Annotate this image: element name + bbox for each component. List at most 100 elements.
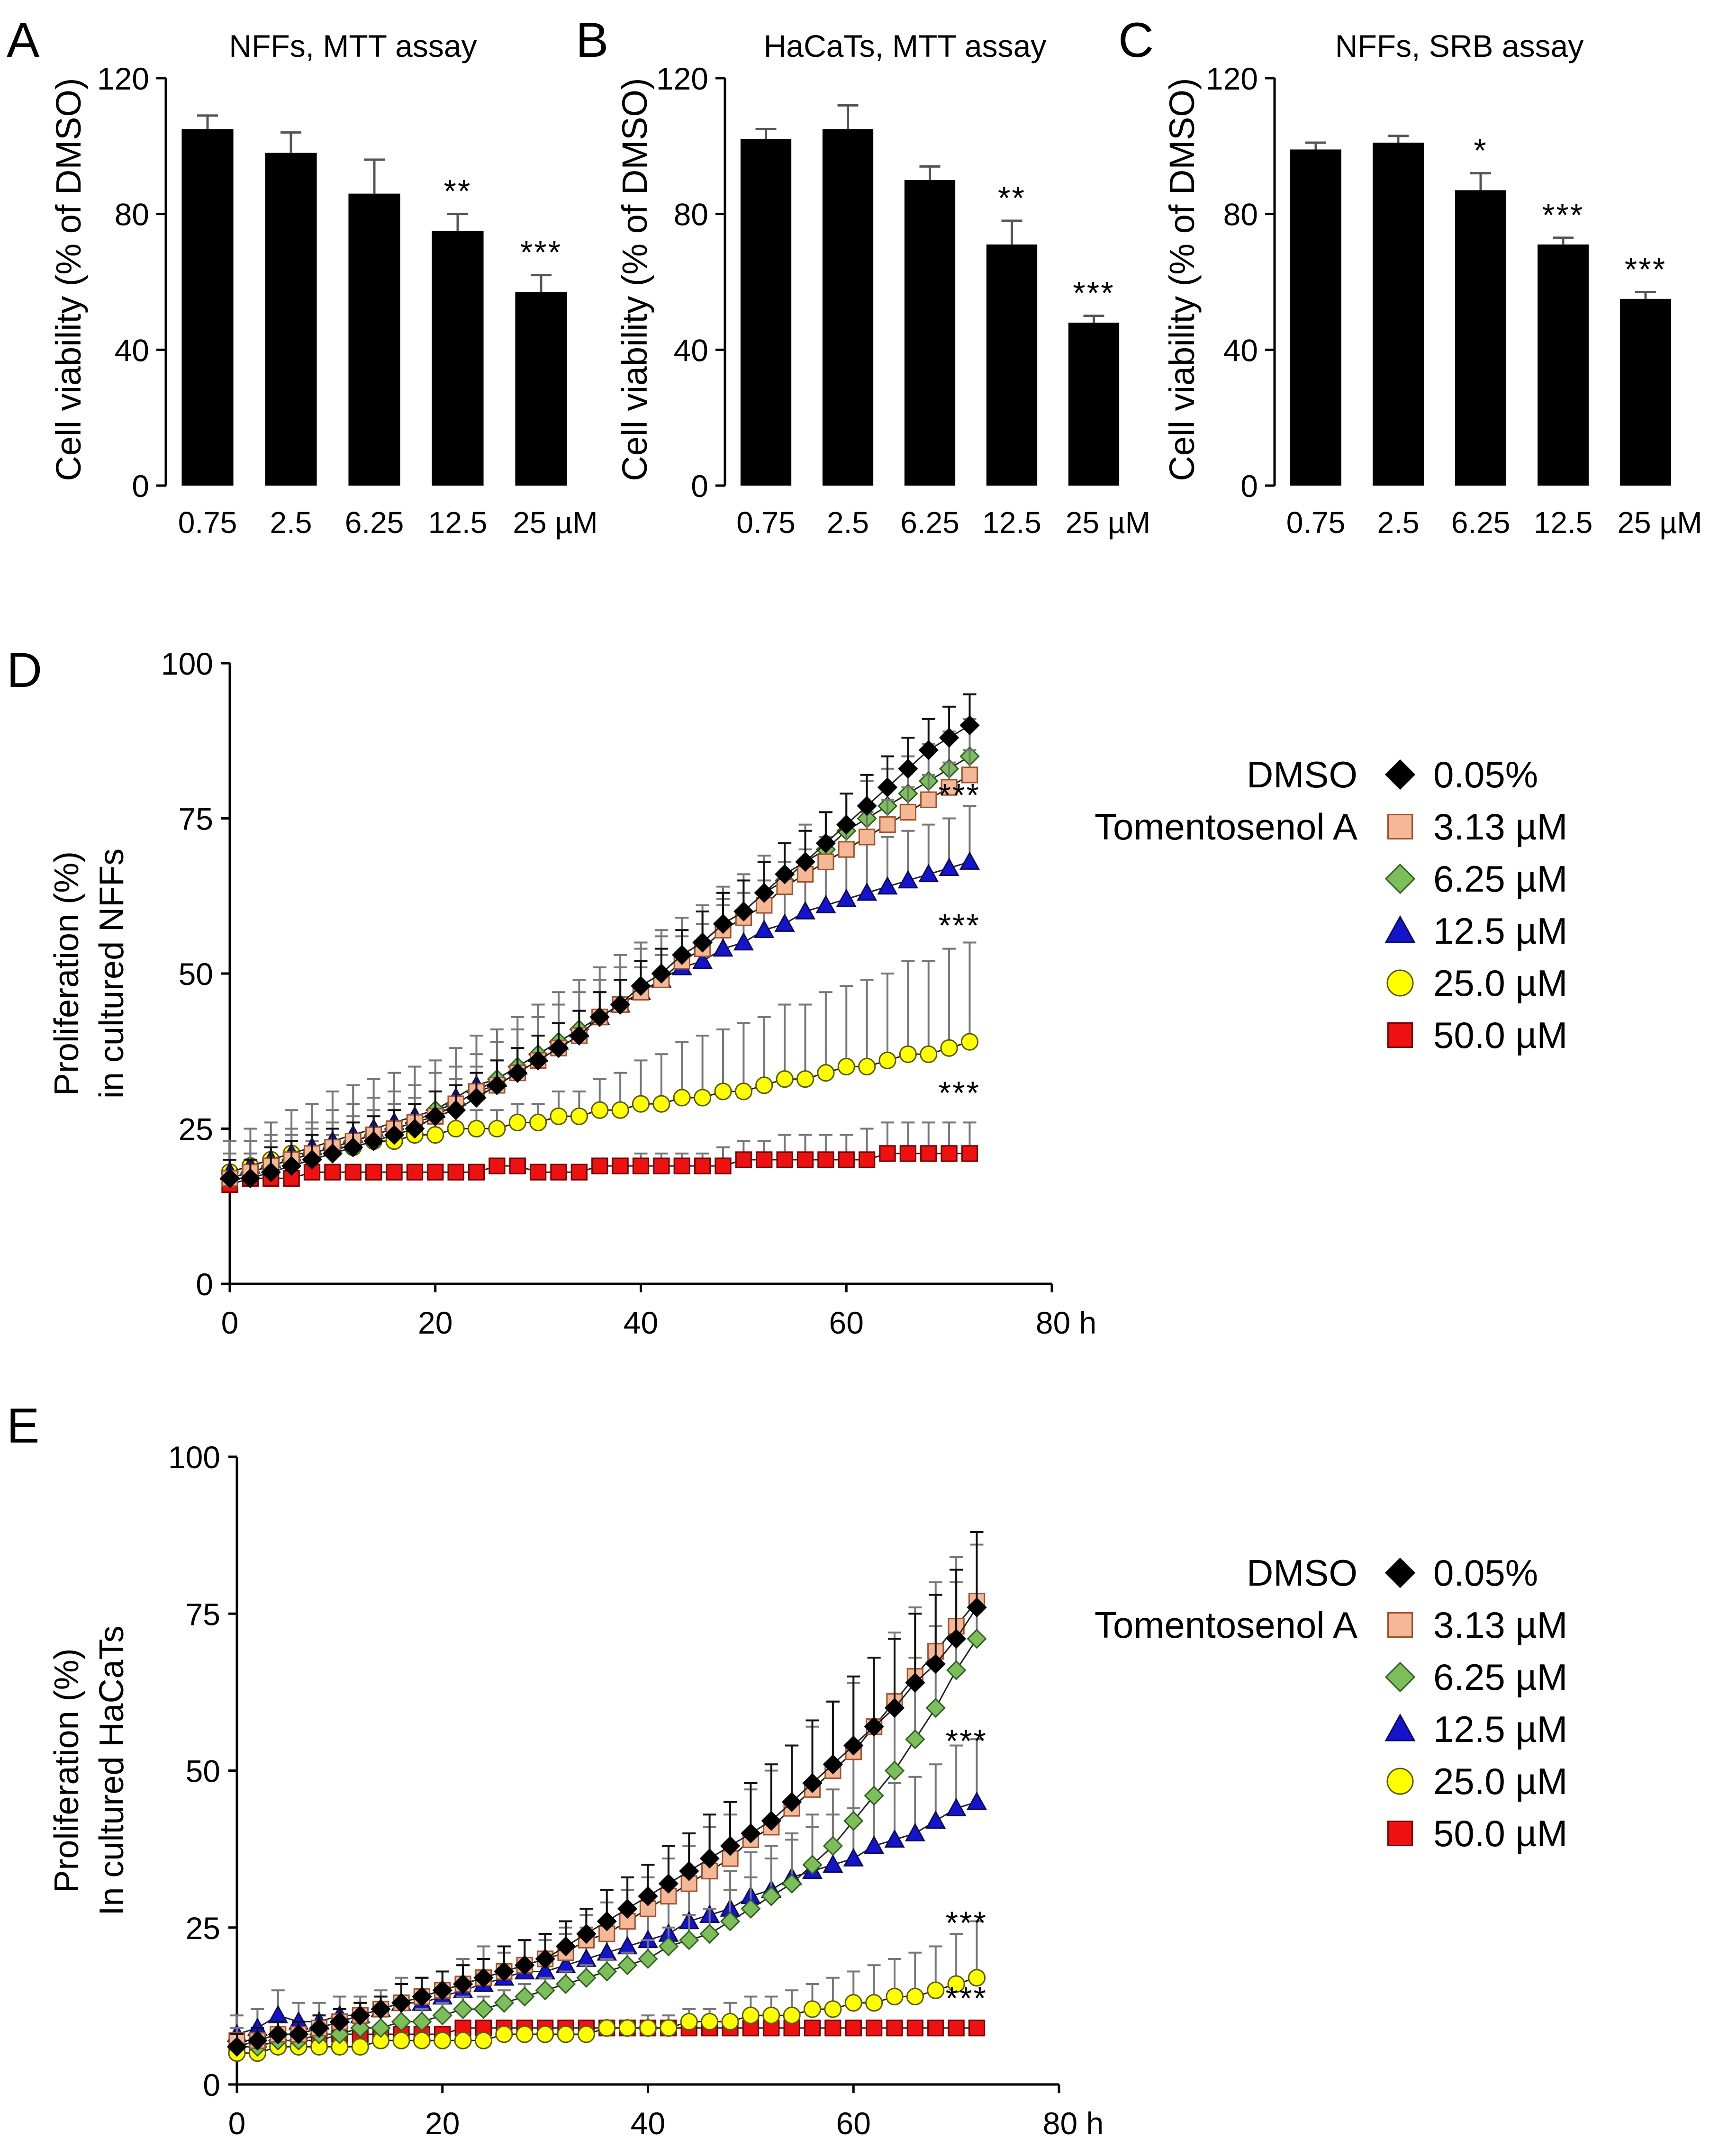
diamond-marker <box>350 2005 371 2026</box>
diamond-marker <box>412 1986 432 2007</box>
circle-marker <box>920 1045 938 1063</box>
circle-marker <box>652 1095 670 1113</box>
y-tick-label: 40 <box>674 333 708 368</box>
significance-label: *** <box>1542 197 1584 233</box>
diamond-marker <box>658 1873 679 1894</box>
circle-marker <box>824 2000 842 2018</box>
square-marker <box>906 2020 924 2037</box>
triangle-marker <box>925 1810 946 1829</box>
circle-marker <box>598 2019 616 2037</box>
panel-label-d: D <box>7 643 42 698</box>
diamond-marker <box>515 1986 535 2007</box>
diamond-marker <box>329 2012 350 2032</box>
square-marker <box>735 1151 752 1168</box>
square-marker <box>961 1145 978 1162</box>
diamond-marker <box>905 1729 925 1750</box>
diamond-marker <box>371 1999 391 2020</box>
triangle-marker <box>617 1936 638 1955</box>
circle-marker <box>886 1987 904 2006</box>
diamond-marker <box>617 1898 638 1919</box>
diamond-marker <box>1384 863 1416 894</box>
square-marker <box>961 767 978 784</box>
significance-label: *** <box>946 1905 987 1941</box>
y-tick-label: 75 <box>186 1597 220 1632</box>
diamond-marker <box>548 1038 569 1058</box>
x-tick-label: 6.25 <box>1451 505 1511 540</box>
square-marker <box>817 853 834 870</box>
square-marker <box>694 1157 711 1174</box>
circle-marker <box>837 1057 855 1076</box>
x-tick-label: 6.25 <box>900 505 959 540</box>
diamond-marker <box>576 1967 597 1988</box>
diamond-marker <box>967 1629 987 1649</box>
triangle-marker <box>966 1791 987 1810</box>
circle-marker <box>392 2031 410 2049</box>
diamond-marker <box>240 1168 261 1189</box>
y-tick-label: 120 <box>656 61 708 96</box>
circle-marker <box>516 2025 534 2043</box>
diamond-marker <box>925 1654 946 1674</box>
legend-group-dmso: DMSO <box>1247 754 1357 795</box>
diamond-marker <box>302 1149 322 1170</box>
triangle-marker <box>754 920 775 938</box>
y-axis-label: Cell viability (% of DMSO) <box>615 78 654 481</box>
panel-e-plot: 0 25 50 75 100 0 20 40 60 80 h Proliferation (%) In… <box>48 1440 1104 2141</box>
square-marker <box>447 1164 464 1181</box>
significance-label: *** <box>1073 275 1114 311</box>
diamond-marker <box>494 1993 514 2013</box>
square-marker <box>529 1164 547 1181</box>
triangle-marker <box>905 1822 925 1841</box>
x-tick-label: 80 h <box>1043 2106 1104 2141</box>
diamond-marker <box>720 1836 741 1856</box>
circle-marker <box>796 1070 814 1088</box>
triangle-marker <box>1384 915 1416 943</box>
circle-marker <box>960 1033 979 1051</box>
series-0 <box>219 693 980 1189</box>
y-axis-label: Proliferation (%) <box>48 851 86 1096</box>
y-axis-label-line2: in cultured NFFs <box>93 848 131 1099</box>
panel-label-a: A <box>7 13 40 68</box>
y-tick-label: 40 <box>115 333 149 368</box>
y-axis-label: Cell viability (% of DMSO) <box>49 78 88 481</box>
diamond-marker <box>699 1923 720 1944</box>
y-tick-label: 120 <box>97 61 149 96</box>
legend-entry: 50.0 µM <box>1433 1813 1567 1854</box>
y-tick-label: 120 <box>1206 61 1258 96</box>
diamond-marker <box>823 1754 843 1775</box>
circle-marker <box>968 1969 986 1987</box>
square-marker <box>756 1151 773 1168</box>
circle-marker <box>454 2031 472 2049</box>
y-axis-label-line2: In cultured HaCaTs <box>93 1625 131 1915</box>
circle-marker <box>947 1975 965 1993</box>
circle-marker <box>742 2006 760 2024</box>
square-marker <box>1387 814 1413 839</box>
triangle-marker <box>918 864 939 883</box>
triangle-marker <box>836 888 857 907</box>
triangle-marker <box>268 2005 289 2023</box>
panel-d-plot: 0 25 50 75 100 0 20 40 60 80 h Proliferation (%) in… <box>48 646 1096 1340</box>
legend-group-compound: Tomentosenol A <box>1095 806 1357 848</box>
diamond-marker <box>782 1873 802 1894</box>
circle-marker <box>434 2031 452 2049</box>
diamond-marker <box>959 715 980 736</box>
square-marker <box>468 1164 485 1181</box>
circle-marker <box>447 1119 465 1138</box>
diamond-marker <box>309 2018 329 2038</box>
circle-marker <box>488 1119 506 1138</box>
x-tick-label: 12.5 <box>982 505 1041 540</box>
y-tick-label: 40 <box>1223 333 1258 368</box>
circle-marker <box>611 1101 629 1119</box>
diamond-marker <box>946 1629 967 1649</box>
diamond-marker <box>720 1911 741 1931</box>
diamond-marker <box>884 1697 905 1718</box>
triangle-marker <box>733 932 754 951</box>
diamond-marker <box>487 1075 507 1095</box>
panel-a-plot: 0 40 80 120 Cell viability (% of DMSO) 0.75 2.… <box>49 61 598 540</box>
diamond-marker <box>597 1961 617 1982</box>
x-tick-label: 40 <box>631 2106 665 2141</box>
x-tick-label: 60 <box>836 2106 871 2141</box>
circle-marker <box>495 2025 513 2043</box>
